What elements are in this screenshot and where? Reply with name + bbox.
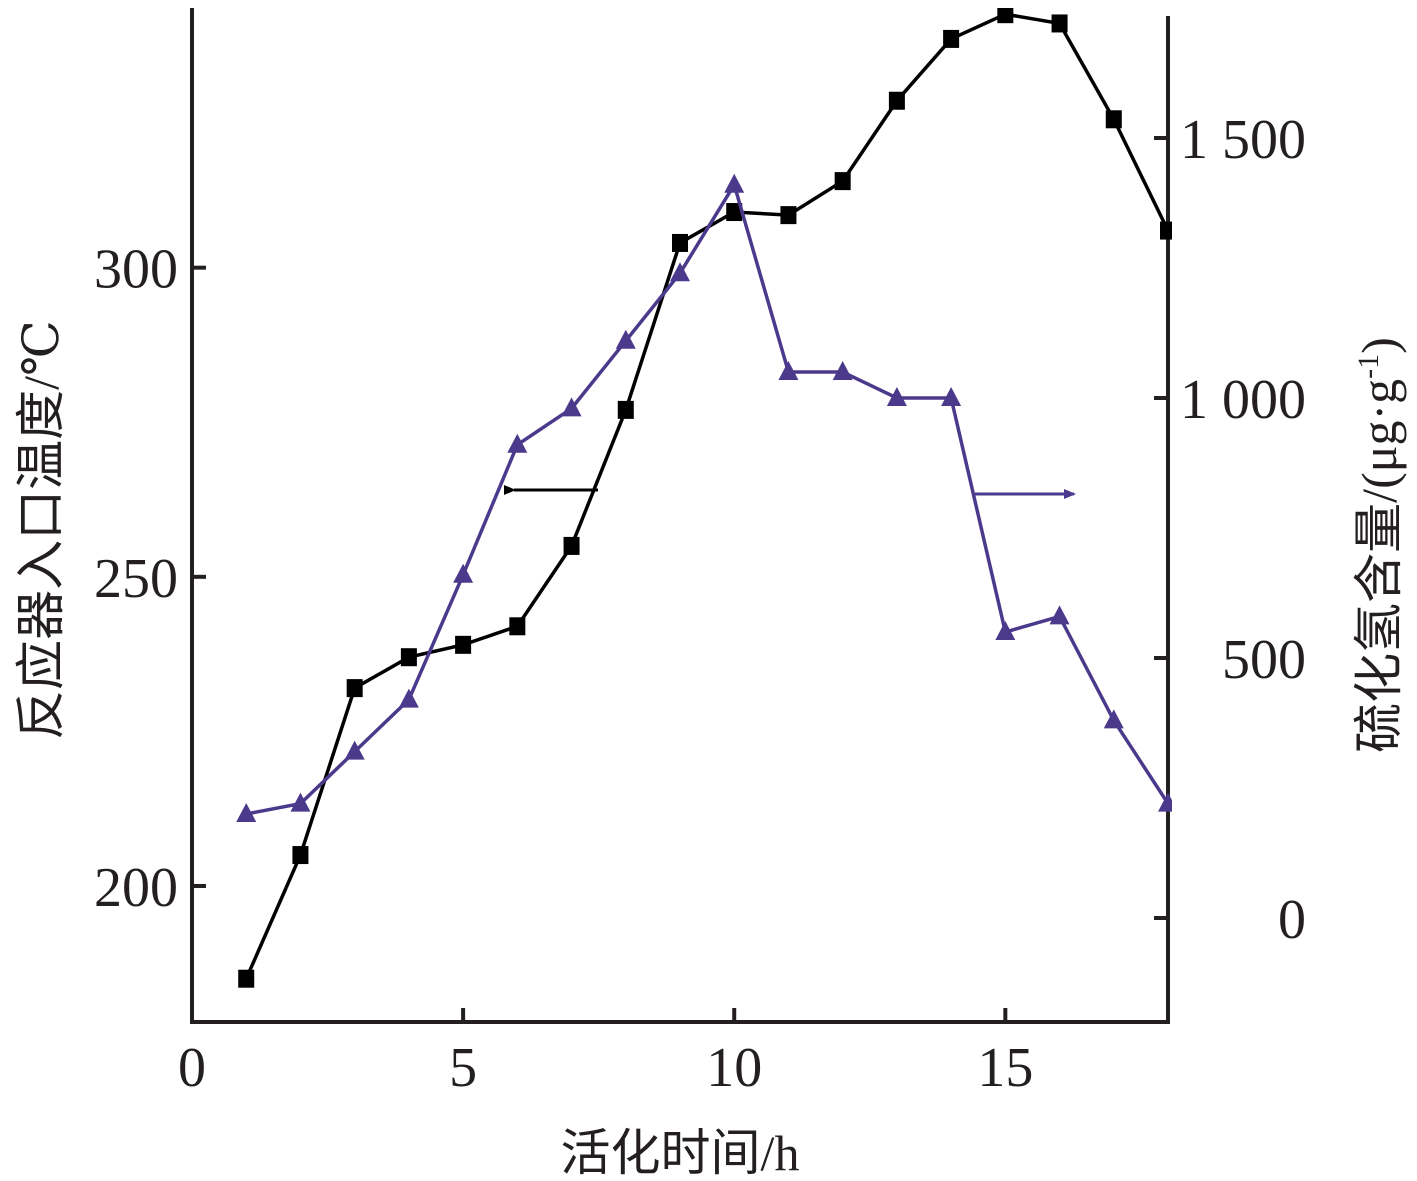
right-y-axis-title-main: 硫化氢含量/(μg·g	[1351, 379, 1407, 753]
data-point-triangle	[290, 792, 311, 812]
data-point-square	[780, 206, 797, 225]
data-point-square	[509, 617, 526, 636]
x-tick-label: 0	[178, 1037, 206, 1099]
data-point-square	[455, 635, 472, 654]
data-point-triangle	[507, 433, 528, 453]
data-point-square	[997, 8, 1014, 24]
data-point-square	[888, 91, 905, 110]
x-axis-title: 活化时间/h	[561, 1125, 800, 1181]
right-y-tick-label: 1 500	[1180, 109, 1306, 171]
left-y-axis-ticks: 200 250 300	[94, 239, 206, 919]
plot-area	[236, 8, 1172, 988]
data-point-square	[1105, 110, 1122, 129]
data-point-square	[1160, 221, 1172, 240]
data-point-square	[292, 846, 309, 865]
data-point-triangle	[1049, 605, 1070, 625]
data-point-square	[346, 679, 363, 698]
data-point-triangle	[941, 387, 962, 406]
x-axis-ticks: 0 5 10 15	[178, 1008, 1033, 1099]
data-point-square	[617, 400, 634, 419]
data-point-square	[726, 203, 743, 222]
data-point-square	[563, 536, 580, 555]
x-tick-label: 5	[449, 1037, 477, 1099]
data-point-square	[943, 29, 960, 48]
data-point-square	[834, 172, 851, 191]
data-point-triangle	[832, 361, 853, 380]
left-y-tick-label: 250	[94, 548, 178, 610]
data-point-triangle	[561, 397, 582, 417]
data-point-triangle	[886, 387, 907, 406]
series-h2s	[236, 173, 1172, 822]
data-point-triangle	[995, 621, 1016, 640]
series-temperature	[238, 8, 1172, 988]
right-y-tick-label: 500	[1222, 629, 1306, 691]
data-point-triangle	[1158, 792, 1172, 812]
right-y-tick-label: 1 000	[1180, 369, 1306, 431]
right-y-axis-ticks: 0 500 1 000 1 500	[1154, 109, 1306, 951]
left-y-axis-title: 反应器入口温度/℃	[13, 320, 69, 740]
data-point-triangle	[1103, 709, 1124, 729]
data-point-triangle	[453, 563, 474, 583]
left-y-tick-label: 200	[94, 857, 178, 919]
x-tick-label: 10	[706, 1037, 762, 1099]
x-tick-label: 15	[977, 1037, 1033, 1099]
series-layer	[236, 8, 1172, 988]
data-point-square	[400, 648, 417, 667]
right-y-axis-title: 硫化氢含量/(μg·g-1)	[1351, 337, 1407, 753]
right-y-tick-label: 0	[1278, 889, 1306, 951]
data-point-triangle	[344, 740, 365, 760]
series-line	[244, 12, 1170, 980]
data-point-triangle	[724, 173, 745, 193]
data-point-triangle	[670, 262, 690, 282]
right-y-axis-title-superscript: -1	[1352, 354, 1385, 379]
data-point-square	[238, 969, 255, 988]
data-point-triangle	[236, 803, 257, 822]
left-y-tick-label: 300	[94, 239, 178, 301]
data-point-triangle	[398, 688, 419, 708]
data-point-square	[1051, 14, 1068, 33]
data-point-square	[672, 233, 688, 252]
series-line	[245, 180, 1170, 816]
data-point-triangle	[778, 361, 799, 380]
right-y-axis-title-close: )	[1351, 337, 1407, 354]
data-point-triangle	[615, 329, 636, 349]
